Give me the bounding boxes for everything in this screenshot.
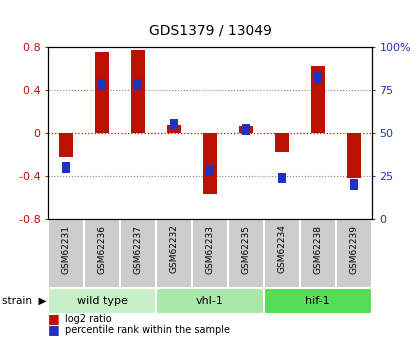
Text: GSM62233: GSM62233 [205, 225, 215, 274]
Bar [311, 66, 325, 133]
Bar [156, 288, 264, 314]
Text: GSM62238: GSM62238 [313, 225, 322, 274]
Bar [264, 288, 372, 314]
Bar [228, 219, 264, 288]
Bar [59, 133, 74, 157]
Text: GSM62235: GSM62235 [241, 225, 250, 274]
Bar [239, 126, 253, 133]
Bar [206, 166, 214, 176]
Bar [167, 125, 181, 133]
Text: log2 ratio: log2 ratio [65, 314, 112, 324]
Bar [278, 172, 286, 183]
Bar [242, 124, 250, 135]
Text: GSM62231: GSM62231 [62, 225, 71, 274]
Bar [134, 79, 142, 90]
Bar [84, 219, 120, 288]
Text: GSM62237: GSM62237 [134, 225, 143, 274]
Bar [203, 133, 217, 194]
Bar [314, 72, 322, 83]
Bar [48, 288, 156, 314]
Bar [346, 133, 361, 178]
Bar [62, 162, 70, 172]
Text: vhl-1: vhl-1 [196, 296, 224, 306]
Bar [48, 219, 84, 288]
Text: wild type: wild type [77, 296, 128, 306]
Text: GSM62239: GSM62239 [349, 225, 358, 274]
Text: strain  ▶: strain ▶ [2, 296, 46, 306]
Text: GSM62234: GSM62234 [277, 225, 286, 274]
Text: ■: ■ [48, 313, 60, 325]
Bar [120, 219, 156, 288]
Bar [275, 133, 289, 152]
Bar [264, 219, 300, 288]
Bar [98, 79, 106, 90]
Text: ■: ■ [48, 324, 60, 336]
Bar [131, 50, 145, 133]
Bar [192, 219, 228, 288]
Bar [300, 219, 336, 288]
Text: percentile rank within the sample: percentile rank within the sample [65, 325, 230, 335]
Text: GDS1379 / 13049: GDS1379 / 13049 [149, 24, 271, 38]
Bar [350, 179, 358, 190]
Text: hif-1: hif-1 [305, 296, 330, 306]
Text: GSM62236: GSM62236 [98, 225, 107, 274]
Bar [170, 119, 178, 129]
Bar [156, 219, 192, 288]
Bar [336, 219, 372, 288]
Text: GSM62232: GSM62232 [170, 225, 178, 274]
Bar [95, 52, 109, 133]
